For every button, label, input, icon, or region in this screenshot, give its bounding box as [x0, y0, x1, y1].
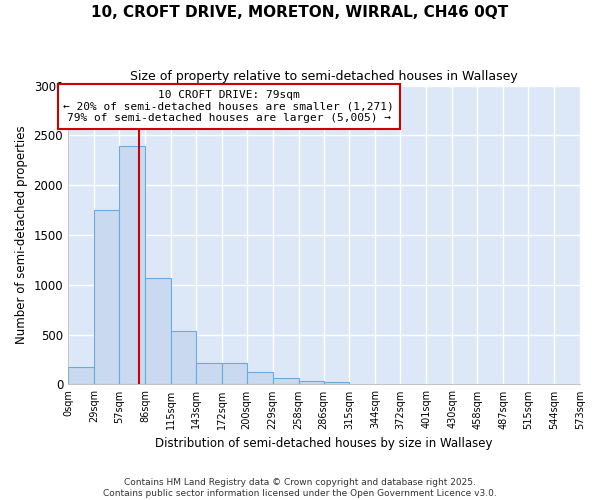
Text: 10 CROFT DRIVE: 79sqm
← 20% of semi-detached houses are smaller (1,271)
79% of s: 10 CROFT DRIVE: 79sqm ← 20% of semi-deta… [64, 90, 394, 123]
Title: Size of property relative to semi-detached houses in Wallasey: Size of property relative to semi-detach… [130, 70, 518, 83]
Y-axis label: Number of semi-detached properties: Number of semi-detached properties [15, 126, 28, 344]
Text: Contains HM Land Registry data © Crown copyright and database right 2025.
Contai: Contains HM Land Registry data © Crown c… [103, 478, 497, 498]
Bar [299, 382, 323, 384]
Text: 10, CROFT DRIVE, MORETON, WIRRAL, CH46 0QT: 10, CROFT DRIVE, MORETON, WIRRAL, CH46 0… [91, 5, 509, 20]
Bar [119, 146, 145, 384]
Bar [247, 372, 272, 384]
Bar [145, 278, 171, 384]
Bar [272, 378, 299, 384]
Bar [222, 362, 247, 384]
X-axis label: Distribution of semi-detached houses by size in Wallasey: Distribution of semi-detached houses by … [155, 437, 493, 450]
Bar [68, 367, 94, 384]
Bar [196, 362, 222, 384]
Bar [323, 382, 349, 384]
Bar [171, 330, 196, 384]
Bar [94, 210, 119, 384]
